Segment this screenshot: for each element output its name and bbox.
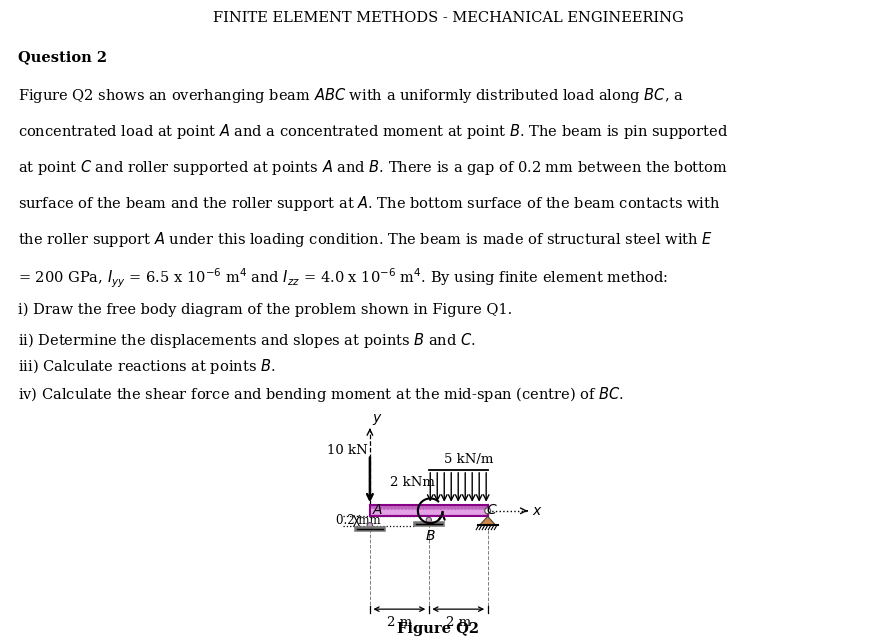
Text: Figure Q2 shows an overhanging beam $\mathit{ABC}$ with a uniformly distributed : Figure Q2 shows an overhanging beam $\ma… — [18, 86, 683, 105]
Text: 0.2 mm: 0.2 mm — [336, 514, 380, 527]
Text: 10 kN: 10 kN — [326, 444, 367, 457]
Bar — [369, 505, 487, 516]
Circle shape — [484, 508, 490, 514]
Text: $y$: $y$ — [371, 412, 382, 426]
Circle shape — [425, 518, 431, 523]
Text: = 200 GPa, $\mathit{I_{yy}}$ = 6.5 x 10$^{-6}$ m$^{4}$ and $\mathit{I_{zz}}$ = 4: = 200 GPa, $\mathit{I_{yy}}$ = 6.5 x 10$… — [18, 266, 667, 290]
Text: Figure Q2: Figure Q2 — [396, 622, 478, 636]
Text: 2 m: 2 m — [445, 615, 470, 629]
Text: ii) Determine the displacements and slopes at points $\mathit{B}$ and $\mathit{C: ii) Determine the displacements and slop… — [18, 331, 475, 350]
Text: the roller support $\mathit{A}$ under this loading condition. The beam is made o: the roller support $\mathit{A}$ under th… — [18, 230, 711, 249]
Text: 2 m: 2 m — [386, 615, 411, 629]
Circle shape — [367, 523, 372, 528]
Text: $A$: $A$ — [372, 503, 383, 517]
Text: Question 2: Question 2 — [18, 50, 106, 64]
Text: 2 kNm: 2 kNm — [390, 476, 434, 489]
Text: FINITE ELEMENT METHODS - MECHANICAL ENGINEERING: FINITE ELEMENT METHODS - MECHANICAL ENGI… — [213, 11, 682, 25]
Text: at point $\mathit{C}$ and roller supported at points $\mathit{A}$ and $\mathit{B: at point $\mathit{C}$ and roller support… — [18, 158, 727, 177]
Polygon shape — [478, 516, 495, 525]
Text: iii) Calculate reactions at points $\mathit{B}$.: iii) Calculate reactions at points $\mat… — [18, 357, 275, 376]
Text: i) Draw the free body diagram of the problem shown in Figure Q1.: i) Draw the free body diagram of the pro… — [18, 302, 511, 317]
Text: concentrated load at point $\mathit{A}$ and a concentrated moment at point $\mat: concentrated load at point $\mathit{A}$ … — [18, 122, 727, 141]
Text: $B$: $B$ — [424, 529, 435, 543]
Text: 5 kN/m: 5 kN/m — [443, 453, 493, 466]
Text: $C$: $C$ — [486, 503, 497, 517]
Text: $x$: $x$ — [532, 504, 542, 518]
Bar — [369, 508, 487, 514]
Text: surface of the beam and the roller support at $\mathit{A}$. The bottom surface o: surface of the beam and the roller suppo… — [18, 194, 719, 213]
Text: iv) Calculate the shear force and bending moment at the mid-span (centre) of $\m: iv) Calculate the shear force and bendin… — [18, 385, 623, 404]
